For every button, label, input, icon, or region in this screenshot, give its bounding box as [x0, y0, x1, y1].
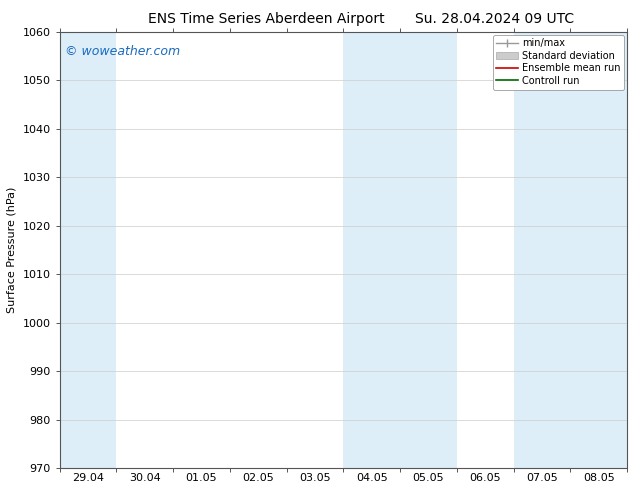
- Bar: [514, 32, 571, 468]
- Text: Su. 28.04.2024 09 UTC: Su. 28.04.2024 09 UTC: [415, 12, 574, 26]
- Text: © woweather.com: © woweather.com: [65, 45, 181, 58]
- Bar: [60, 32, 117, 468]
- Y-axis label: Surface Pressure (hPa): Surface Pressure (hPa): [7, 187, 17, 313]
- Bar: [571, 32, 627, 468]
- Bar: [400, 32, 457, 468]
- Text: ENS Time Series Aberdeen Airport: ENS Time Series Aberdeen Airport: [148, 12, 385, 26]
- Bar: [344, 32, 400, 468]
- Legend: min/max, Standard deviation, Ensemble mean run, Controll run: min/max, Standard deviation, Ensemble me…: [493, 35, 624, 90]
